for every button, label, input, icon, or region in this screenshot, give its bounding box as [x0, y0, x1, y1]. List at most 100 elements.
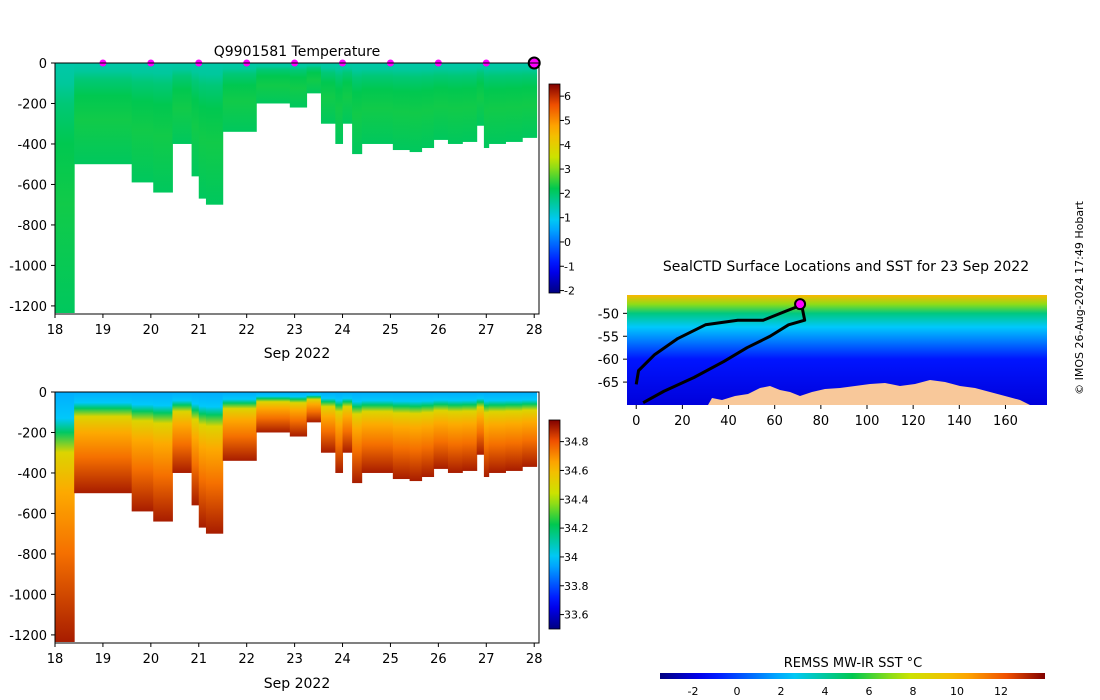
y-tick-label: 0 — [39, 57, 47, 72]
map-x-tick-label: 120 — [901, 414, 926, 429]
colorbar-tick-label: 34 — [564, 551, 578, 564]
sst-map-x-ticks: 0 20 40 60 80 100 120 140 160 — [632, 405, 1018, 429]
profile-column — [476, 392, 485, 455]
map-y-tick-label: -65 — [598, 376, 619, 391]
x-tick-label: 27 — [478, 323, 495, 338]
y-tick-label: 0 — [39, 386, 47, 401]
colorbar-tick-label: -2 — [564, 285, 575, 298]
profile-column — [205, 63, 224, 205]
profile-column — [153, 63, 173, 193]
x-tick-label: 27 — [478, 652, 495, 667]
salinity-colorbar-ticks: 34.8 34.6 34.4 34.2 34 33.8 33.6 — [560, 436, 589, 622]
profile-column — [172, 392, 193, 473]
profile-column — [392, 392, 411, 480]
y-tick-label: -1200 — [9, 629, 47, 644]
sst-map-field — [627, 295, 1047, 405]
profile-column — [191, 63, 200, 177]
y-tick-label: -1000 — [9, 259, 47, 274]
salinity-xlabel: Sep 2022 — [264, 676, 330, 692]
profile-column — [352, 392, 363, 484]
profile-column — [335, 63, 344, 144]
profile-column — [306, 392, 322, 423]
x-tick-label: 21 — [190, 323, 207, 338]
profile-column — [421, 392, 435, 478]
x-tick-label: 18 — [47, 652, 64, 667]
sst-colorbar-ticks: -2 0 2 4 6 8 10 12 — [688, 685, 1008, 698]
profile-column — [131, 392, 154, 512]
x-tick-label: 26 — [430, 652, 447, 667]
profile-column — [447, 63, 463, 144]
current-position-marker — [794, 298, 807, 311]
profile-column — [476, 63, 485, 126]
colorbar-tick-label: 33.8 — [564, 580, 589, 593]
x-tick-label: 20 — [143, 323, 160, 338]
antarctic-land — [708, 380, 1030, 405]
profile-column — [342, 63, 353, 124]
profile-column — [462, 63, 478, 142]
colorbar-tick-label: -1 — [564, 260, 575, 273]
profile-column — [172, 63, 193, 144]
colorbar-tick-label: 3 — [564, 163, 571, 176]
map-x-tick-label: 100 — [855, 414, 880, 429]
profile-column — [289, 63, 308, 108]
profile-column — [222, 392, 257, 461]
profile-column — [320, 63, 336, 124]
profile-column — [198, 392, 207, 528]
temperature-y-ticks: 0 -200 -400 -600 -800 -1000 -1200 — [9, 57, 55, 315]
profile-column — [306, 63, 322, 94]
salinity-profiles — [55, 392, 538, 642]
imos-credit: © IMOS 26-Aug-2024 17:49 Hobart — [1073, 200, 1086, 394]
profile-column — [505, 63, 523, 142]
colorbar-tick-label: 1 — [564, 212, 571, 225]
y-tick-label: -800 — [17, 548, 47, 563]
profile-column — [447, 392, 463, 473]
colorbar-tick-label: 34.8 — [564, 436, 589, 449]
map-y-tick-label: -55 — [598, 330, 619, 345]
profile-column — [433, 392, 449, 469]
y-tick-label: -200 — [17, 426, 47, 441]
map-x-tick-label: 0 — [632, 414, 640, 429]
profile-column — [131, 63, 154, 183]
sst-field — [627, 295, 1047, 405]
profile-column — [289, 392, 308, 437]
profile-column — [256, 63, 291, 104]
profile-column — [335, 392, 344, 473]
colorbar-tick-label: 34.2 — [564, 522, 589, 535]
map-x-tick-label: 20 — [674, 414, 691, 429]
profile-column — [205, 392, 224, 534]
sst-colorbar-tick-label: -2 — [688, 685, 699, 698]
sst-colorbar-tick-label: 10 — [950, 685, 964, 698]
profile-column — [483, 392, 490, 478]
profile-column — [392, 63, 411, 151]
y-tick-label: -800 — [17, 219, 47, 234]
profile-column — [462, 392, 478, 471]
temperature-colorbar-ticks: 6 5 4 3 2 1 0 -1 -2 — [560, 90, 575, 298]
temperature-x-ticks: 18 19 20 21 22 23 24 25 26 27 28 — [47, 314, 542, 338]
x-tick-label: 20 — [143, 652, 160, 667]
x-tick-label: 22 — [238, 323, 255, 338]
y-tick-label: -1200 — [9, 300, 47, 315]
colorbar-tick-label: 4 — [564, 139, 571, 152]
profile-column — [505, 392, 523, 471]
colorbar-tick-label: 5 — [564, 114, 571, 127]
temperature-panel: Q9901581 Temperature 0 -200 -400 -600 -800 -1… — [9, 44, 575, 362]
salinity-y-ticks: 0 -200 -400 -600 -800 -1000 -1200 — [9, 386, 55, 644]
salinity-axes-frame — [54, 391, 540, 644]
y-tick-label: -1000 — [9, 588, 47, 603]
map-y-tick-label: -60 — [598, 353, 619, 368]
temperature-axes-frame — [54, 62, 540, 315]
temperature-title: Q9901581 Temperature — [214, 44, 381, 60]
map-y-tick-label: -50 — [598, 307, 619, 322]
y-tick-label: -600 — [17, 507, 47, 522]
sst-colorbar-tick-label: 0 — [734, 685, 741, 698]
x-tick-label: 21 — [190, 652, 207, 667]
profile-column — [488, 63, 506, 144]
seal-track-return — [642, 308, 807, 405]
profile-column — [361, 392, 394, 473]
map-x-tick-label: 160 — [993, 414, 1018, 429]
map-x-tick-label: 40 — [720, 414, 737, 429]
x-tick-label: 19 — [95, 652, 112, 667]
profile-column — [409, 63, 423, 153]
sst-colorbar-bar — [660, 673, 1045, 679]
profile-column — [433, 63, 449, 140]
